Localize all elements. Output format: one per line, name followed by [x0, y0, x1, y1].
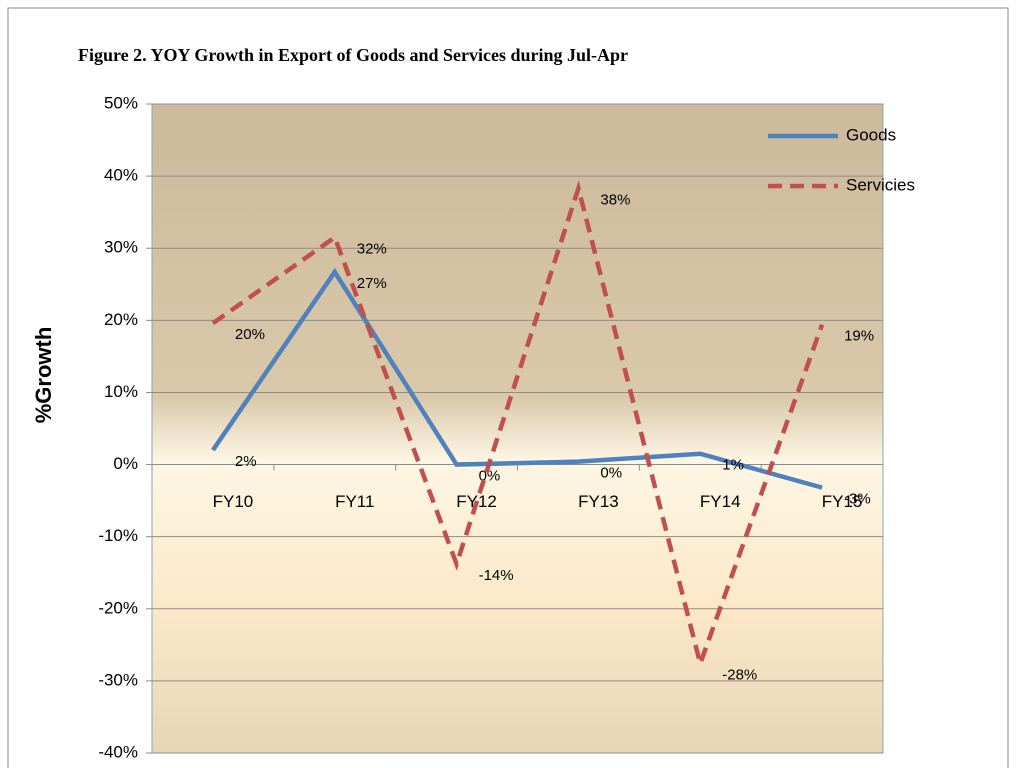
y-tick-label: -30%: [98, 670, 138, 689]
x-tick-label: FY14: [700, 492, 741, 511]
data-label: 1%: [722, 457, 744, 474]
data-label: -28%: [722, 667, 757, 684]
series-line: [211, 267, 823, 490]
data-label: 19%: [844, 328, 874, 345]
x-tick-label: FY13: [578, 492, 619, 511]
plot-area: [151, 103, 884, 754]
x-tick-label: FY11: [335, 492, 374, 511]
y-tick-label: 20%: [104, 310, 138, 329]
y-tick-label: -40%: [98, 742, 138, 761]
y-tick-label: 50%: [104, 93, 138, 112]
y-tick-label: -20%: [98, 598, 138, 617]
data-label: 38%: [600, 191, 630, 208]
data-label: -14%: [479, 567, 514, 584]
x-tick-label: FY15: [822, 492, 863, 511]
data-label: 27%: [357, 275, 387, 292]
y-tick-label: 0%: [113, 454, 138, 473]
data-label: 20%: [235, 326, 265, 343]
series-line: [211, 180, 825, 672]
data-label: 2%: [235, 453, 257, 470]
y-axis-label: %Growth: [31, 327, 56, 424]
legend-label: Servicies: [846, 175, 915, 194]
data-label: -3%: [844, 491, 871, 508]
legend-label: Goods: [846, 125, 896, 144]
x-tick-label: FY10: [213, 492, 254, 511]
y-tick-label: 10%: [104, 382, 138, 401]
y-tick-label: -10%: [98, 526, 138, 545]
y-tick-label: 30%: [104, 238, 138, 257]
chart-title: Figure 2. YOY Growth in Export of Goods …: [78, 45, 628, 65]
y-tick-label: 40%: [104, 166, 138, 185]
data-label: 32%: [357, 240, 387, 257]
data-label: 0%: [600, 465, 622, 482]
